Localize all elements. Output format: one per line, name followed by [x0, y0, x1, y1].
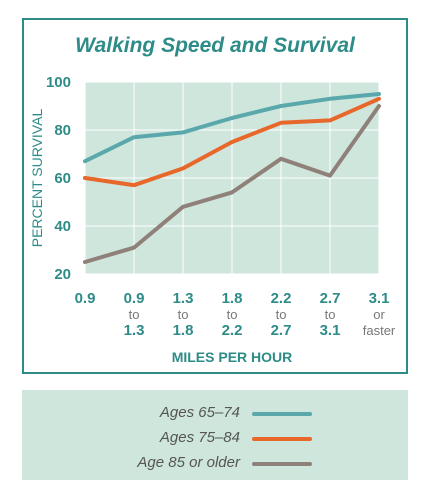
x-tick-label: 1.8	[173, 322, 194, 339]
series-lines	[83, 92, 381, 264]
y-tick-label: 100	[46, 74, 71, 91]
x-tick-label: 2.2	[271, 290, 292, 307]
x-tick-label: 3.1	[369, 290, 390, 307]
x-tick-label: 2.7	[320, 290, 341, 307]
series-line	[83, 104, 381, 264]
x-tick-label: 1.8	[222, 290, 243, 307]
series-line	[83, 92, 381, 164]
x-tick-label: 1.3	[173, 290, 194, 307]
x-tick-label: 2.7	[271, 322, 292, 339]
legend-item: Ages 75–84	[22, 427, 408, 451]
x-tick-label: faster	[363, 323, 396, 338]
y-tick-label: 60	[54, 170, 71, 187]
series-line	[83, 96, 381, 188]
y-tick-label: 20	[54, 266, 71, 283]
x-tick-label: 3.1	[320, 322, 341, 339]
y-tick-label: 80	[54, 122, 71, 139]
x-tick-labels: 0.9 0.9to1.31.3to1.81.8to2.22.2to2.72.7to…	[75, 290, 396, 339]
legend-swatch	[252, 437, 312, 441]
legend-item: Ages 65–74	[22, 402, 408, 426]
y-tick-labels: 20 40 60 80 100	[46, 74, 71, 283]
x-tick-label: 1.3	[124, 322, 145, 339]
legend-swatch	[252, 462, 312, 466]
y-tick-label: 40	[54, 218, 71, 235]
y-axis-label: PERCENT SURVIVAL	[29, 109, 45, 248]
grid-lines	[84, 81, 380, 275]
x-tick-label: to	[276, 307, 287, 322]
legend-label: Ages 75–84	[159, 429, 240, 446]
x-tick-label: 0.9	[124, 290, 145, 307]
legend: Ages 65–74 Ages 75–84 Age 85 or older	[22, 390, 408, 480]
x-tick-label: to	[227, 307, 238, 322]
x-tick-label: 0.9	[75, 290, 96, 307]
legend-swatch	[252, 412, 312, 416]
x-tick-label: or	[373, 307, 385, 322]
x-axis-label: MILES PER HOUR	[172, 349, 293, 365]
x-tick-label: to	[325, 307, 336, 322]
legend-label: Age 85 or older	[137, 454, 240, 471]
legend-label: Ages 65–74	[159, 404, 240, 421]
legend-item: Age 85 or older	[22, 452, 408, 476]
chart-title: Walking Speed and Survival	[75, 34, 355, 57]
x-tick-label: to	[129, 307, 140, 322]
x-tick-label: 2.2	[222, 322, 243, 339]
x-tick-label: to	[178, 307, 189, 322]
